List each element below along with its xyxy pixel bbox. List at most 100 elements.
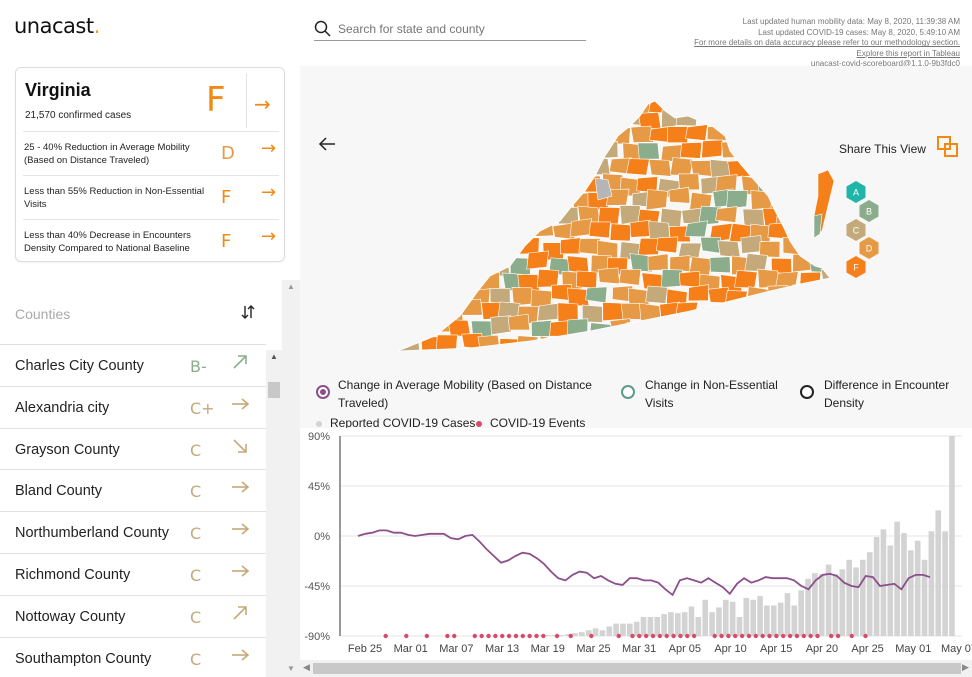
county-cell[interactable]	[426, 349, 450, 356]
county-cell[interactable]	[500, 205, 522, 229]
county-cell[interactable]	[459, 110, 483, 128]
unacast-logo[interactable]: unacast.	[14, 14, 100, 38]
county-cell[interactable]	[675, 109, 698, 127]
county-cell[interactable]	[488, 130, 511, 150]
county-cell[interactable]	[832, 258, 840, 276]
event-dot[interactable]	[815, 633, 820, 639]
county-cell[interactable]	[428, 124, 452, 142]
case-bar[interactable]	[640, 616, 647, 636]
county-cell[interactable]	[419, 238, 441, 255]
county-cell[interactable]	[518, 237, 540, 255]
county-cell[interactable]	[701, 336, 726, 356]
county-cell[interactable]	[797, 107, 820, 125]
county-cell[interactable]	[799, 271, 821, 289]
event-dot[interactable]	[685, 633, 690, 639]
county-cell[interactable]	[581, 304, 603, 323]
county-cell[interactable]	[511, 158, 535, 177]
county-cell[interactable]	[440, 273, 463, 292]
county-cell[interactable]	[720, 108, 743, 126]
event-dot[interactable]	[630, 633, 635, 639]
county-cell[interactable]	[792, 283, 815, 300]
county-row[interactable]: Alexandria city C+	[0, 387, 266, 429]
county-cell[interactable]	[617, 338, 639, 356]
event-dot[interactable]	[554, 633, 560, 639]
county-cell[interactable]	[479, 174, 502, 194]
county-cell[interactable]	[576, 110, 601, 129]
county-cell[interactable]	[587, 348, 609, 356]
county-cell[interactable]	[479, 271, 500, 292]
county-cell[interactable]	[648, 159, 672, 177]
event-dot[interactable]	[520, 633, 525, 639]
county-row[interactable]: Bland County C	[0, 470, 266, 513]
county-cell[interactable]	[480, 209, 503, 230]
case-bar[interactable]	[681, 612, 688, 636]
county-cell[interactable]	[490, 96, 515, 110]
county-cell[interactable]	[824, 288, 840, 306]
county-cell[interactable]	[487, 160, 511, 181]
county-cell[interactable]	[411, 190, 435, 208]
case-bar[interactable]	[846, 559, 852, 636]
county-cell[interactable]	[537, 140, 561, 160]
event-dot[interactable]	[760, 633, 765, 639]
county-cell[interactable]	[390, 354, 410, 356]
methodology-link[interactable]: For more details on data accuracy please…	[694, 38, 960, 48]
county-cell[interactable]	[685, 124, 708, 141]
county-cell[interactable]	[746, 319, 771, 337]
virginia-county-map[interactable]	[390, 96, 840, 356]
county-cell[interactable]	[397, 177, 418, 199]
county-cell[interactable]	[531, 219, 554, 237]
event-dot[interactable]	[712, 633, 717, 639]
event-dot[interactable]	[787, 633, 793, 639]
event-dot[interactable]	[794, 633, 800, 639]
county-cell[interactable]	[805, 96, 829, 113]
county-cell[interactable]	[838, 144, 840, 160]
county-cell[interactable]	[630, 125, 654, 143]
case-bar[interactable]	[832, 574, 839, 636]
event-dot[interactable]	[589, 633, 594, 639]
case-bar[interactable]	[537, 635, 544, 636]
county-cell[interactable]	[578, 238, 601, 255]
case-bar[interactable]	[702, 599, 709, 636]
county-cell[interactable]	[639, 302, 662, 323]
case-bar[interactable]	[825, 564, 832, 636]
county-cell[interactable]	[392, 127, 414, 145]
case-bar[interactable]	[942, 531, 948, 636]
county-row[interactable]: Southampton County C	[0, 638, 266, 677]
visits-radio[interactable]	[621, 385, 635, 399]
county-cell[interactable]	[669, 157, 694, 176]
county-cell[interactable]	[637, 237, 661, 256]
county-cell[interactable]	[747, 126, 771, 146]
event-dot[interactable]	[404, 633, 409, 639]
county-cell[interactable]	[750, 190, 773, 210]
county-cell[interactable]	[457, 209, 479, 227]
county-cell[interactable]	[448, 160, 471, 181]
county-cell[interactable]	[798, 237, 821, 255]
county-cell[interactable]	[734, 269, 758, 289]
county-cell[interactable]	[650, 348, 674, 356]
case-bar[interactable]	[777, 602, 784, 636]
county-cell[interactable]	[744, 253, 768, 272]
county-cell[interactable]	[406, 98, 428, 116]
county-cell[interactable]	[737, 299, 761, 317]
county-cell[interactable]	[778, 172, 801, 192]
county-cell[interactable]	[397, 112, 419, 130]
county-cell[interactable]	[816, 141, 839, 160]
county-cell[interactable]	[806, 320, 829, 340]
county-cell[interactable]	[796, 139, 819, 157]
county-cell[interactable]	[691, 347, 714, 356]
event-dot[interactable]	[650, 633, 656, 639]
county-cell[interactable]	[728, 352, 749, 356]
county-cell[interactable]	[420, 111, 442, 128]
case-bar[interactable]	[873, 536, 880, 636]
county-cell[interactable]	[750, 160, 773, 178]
case-bar[interactable]	[599, 630, 606, 636]
county-cell[interactable]	[397, 144, 419, 164]
county-cell[interactable]	[775, 207, 799, 225]
county-cell[interactable]	[691, 317, 713, 336]
case-bar[interactable]	[914, 540, 921, 636]
county-cell[interactable]	[547, 193, 570, 214]
county-cell[interactable]	[760, 141, 784, 162]
county-cell[interactable]	[406, 220, 428, 241]
county-cell[interactable]	[626, 158, 650, 176]
county-cell[interactable]	[822, 335, 840, 354]
